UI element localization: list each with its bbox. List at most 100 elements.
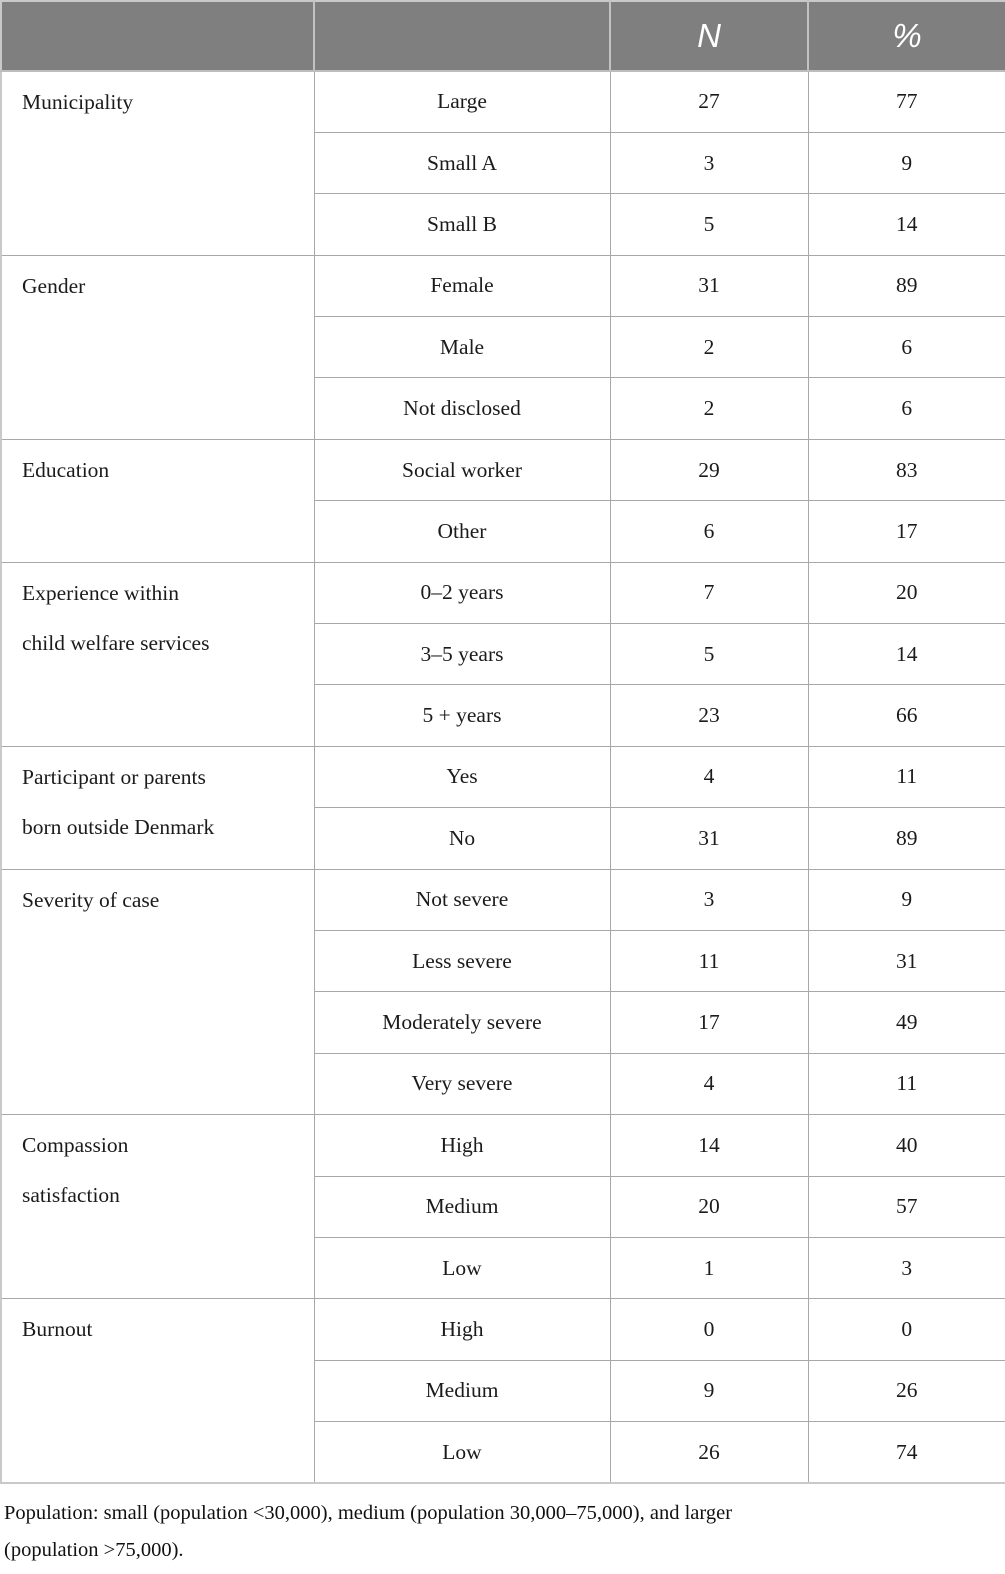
pct-value: 14	[807, 623, 1005, 686]
row-label: 5 + years	[313, 684, 611, 747]
table-footnote: Population: small (population <30,000), …	[4, 1501, 733, 1561]
table-row: Not disclosed 2 6	[1, 377, 1005, 440]
table-row: Low 26 74	[1, 1421, 1005, 1484]
row-label: Medium	[313, 1359, 611, 1423]
pct-value: 11	[807, 1052, 1005, 1116]
category-cell-compassion-satisfaction: Compassion satisfaction	[0, 1114, 315, 1300]
table-row: Gender Female 31 89	[0, 254, 1005, 440]
table-row: No 31 89	[1, 807, 1005, 870]
table-row: Compassion satisfaction High 14 40	[0, 1114, 1005, 1300]
table-row: Medium 9 26	[1, 1359, 1005, 1423]
pct-value: 89	[807, 807, 1005, 870]
row-label: No	[313, 807, 611, 870]
n-value: 11	[609, 929, 809, 993]
category-cell-severity: Severity of case	[0, 868, 315, 1116]
pct-value: 6	[807, 316, 1005, 379]
category-cell-experience: Experience within child welfare services	[0, 561, 315, 747]
table-row: 3–5 years 5 14	[1, 623, 1005, 686]
pct-value: 40	[807, 1114, 1005, 1177]
header-empty-label-cell	[313, 1, 610, 72]
table-row: Moderately severe 17 49	[1, 991, 1005, 1054]
n-value: 17	[609, 991, 809, 1054]
n-value: 7	[609, 561, 809, 625]
table-row: Other 6 17	[1, 500, 1005, 563]
n-value: 31	[609, 254, 809, 318]
pct-value: 77	[807, 70, 1005, 133]
n-value: 27	[609, 70, 809, 133]
row-label: Female	[313, 254, 611, 318]
pct-value: 49	[807, 991, 1005, 1054]
row-label: High	[313, 1298, 611, 1361]
n-value: 2	[609, 316, 809, 379]
n-value: 1	[609, 1236, 809, 1300]
table-row: Low 1 3	[1, 1236, 1005, 1300]
row-label: Not disclosed	[313, 377, 611, 440]
n-value: 5	[609, 623, 809, 686]
pct-value: 3	[807, 1236, 1005, 1300]
row-label: Small B	[313, 193, 611, 256]
n-value: 3	[609, 131, 809, 195]
n-value: 2	[609, 377, 809, 440]
row-label: Not severe	[313, 868, 611, 931]
n-value: 4	[609, 745, 809, 809]
row-label: 3–5 years	[313, 623, 611, 686]
row-label: Medium	[313, 1175, 611, 1238]
header-empty-category-cell	[1, 1, 314, 72]
table-row: Male 2 6	[1, 316, 1005, 379]
table-header: N %	[1, 1, 1005, 72]
table-row: Severity of case Not severe 3 9	[0, 868, 1005, 1116]
category-cell-education: Education	[0, 438, 315, 563]
pct-value: 57	[807, 1175, 1005, 1238]
n-value: 29	[609, 438, 809, 502]
category-cell-gender: Gender	[0, 254, 315, 440]
n-value: 3	[609, 868, 809, 931]
table-row: 5 + years 23 66	[1, 684, 1005, 747]
n-value: 23	[609, 684, 809, 747]
row-label: Moderately severe	[313, 991, 611, 1054]
row-label: Less severe	[313, 929, 611, 993]
pct-value: 74	[807, 1421, 1005, 1484]
table-row: Participant or parents born outside Denm…	[0, 745, 1005, 870]
n-value: 4	[609, 1052, 809, 1116]
table-row: Experience within child welfare services…	[0, 561, 1005, 747]
n-value: 20	[609, 1175, 809, 1238]
pct-value: 26	[807, 1359, 1005, 1423]
pct-value: 0	[807, 1298, 1005, 1361]
header-n-cell: N	[609, 1, 808, 72]
row-label: Low	[313, 1421, 611, 1484]
row-label: Low	[313, 1236, 611, 1300]
pct-value: 6	[807, 377, 1005, 440]
pct-value: 89	[807, 254, 1005, 318]
category-cell-municipality: Municipality	[0, 70, 315, 256]
header-row: N %	[1, 1, 1005, 72]
n-value: 14	[609, 1114, 809, 1177]
pct-value: 31	[807, 929, 1005, 993]
demographics-table: N % Municipality Large 27 77 Small A 3 9…	[0, 0, 1005, 1484]
pct-value: 9	[807, 868, 1005, 931]
row-label: Social worker	[313, 438, 611, 502]
row-label: 0–2 years	[313, 561, 611, 625]
pct-value: 17	[807, 500, 1005, 563]
pct-value: 83	[807, 438, 1005, 502]
pct-value: 11	[807, 745, 1005, 809]
row-label: Small A	[313, 131, 611, 195]
pct-value: 66	[807, 684, 1005, 747]
table-row: Medium 20 57	[1, 1175, 1005, 1238]
pct-value: 20	[807, 561, 1005, 625]
n-value: 5	[609, 193, 809, 256]
row-label: High	[313, 1114, 611, 1177]
n-value: 6	[609, 500, 809, 563]
category-cell-burnout: Burnout	[0, 1298, 315, 1484]
n-value: 26	[609, 1421, 809, 1484]
row-label: Large	[313, 70, 611, 133]
pct-value: 14	[807, 193, 1005, 256]
n-value: 31	[609, 807, 809, 870]
row-label: Very severe	[313, 1052, 611, 1116]
n-value: 9	[609, 1359, 809, 1423]
table-row: Burnout High 0 0	[0, 1298, 1005, 1484]
row-label: Other	[313, 500, 611, 563]
table-row: Very severe 4 11	[1, 1052, 1005, 1116]
table-row: Education Social worker 29 83	[0, 438, 1005, 563]
table-row: Municipality Large 27 77	[0, 70, 1005, 256]
row-label: Male	[313, 316, 611, 379]
